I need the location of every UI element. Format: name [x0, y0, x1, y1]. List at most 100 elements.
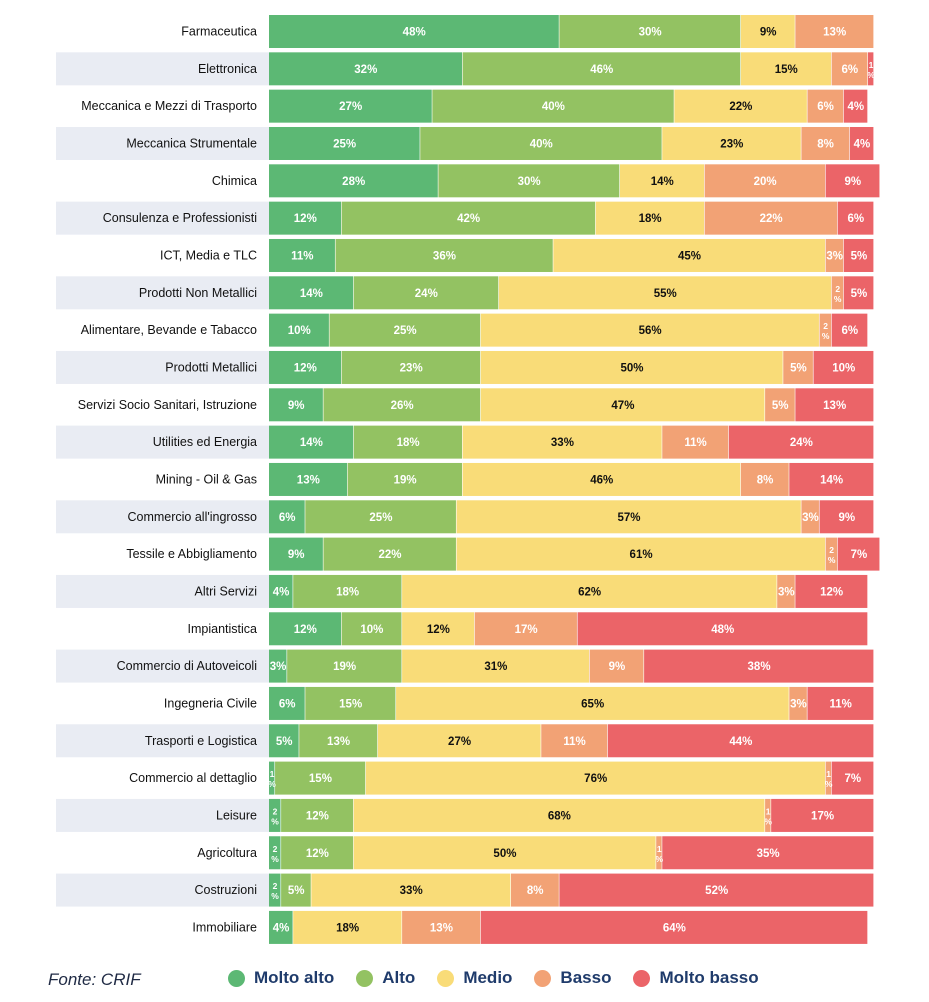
bar-segment: [402, 910, 481, 944]
data-label: 11%: [830, 698, 852, 710]
data-label: 2: [823, 321, 828, 331]
category-label: Commercio all'ingrosso: [127, 510, 257, 524]
legend-label: Alto: [382, 968, 416, 987]
bar-segment: [511, 873, 559, 907]
data-label: 7%: [851, 549, 868, 561]
row-band: [56, 798, 269, 832]
category-label: Meccanica e Mezzi di Trasporto: [81, 99, 257, 113]
data-label: 5%: [772, 400, 789, 412]
data-label: 12%: [306, 810, 329, 822]
data-label: 44%: [729, 736, 752, 748]
legend-dot-icon: [437, 969, 455, 987]
bar-segment: [269, 462, 348, 496]
bar-segment: [269, 425, 354, 459]
bar-segment: [275, 761, 366, 795]
data-label: 12%: [306, 848, 329, 860]
data-label: 10%: [288, 325, 311, 337]
data-label: 11%: [291, 250, 313, 262]
bar-segment: [353, 798, 765, 832]
bar-segment: [341, 612, 402, 646]
legend-label: Molto basso: [659, 968, 759, 987]
data-label: 3%: [778, 586, 795, 598]
bar-segment: [474, 612, 577, 646]
category-label: Trasporti e Logistica: [145, 734, 257, 748]
data-label: 48%: [711, 624, 734, 636]
bar-segment: [269, 89, 432, 123]
data-label-unit: %: [825, 779, 833, 789]
bar-segment: [456, 500, 801, 534]
bar-segment: [269, 686, 305, 720]
legend-dot-icon: [534, 969, 552, 987]
data-label: 12%: [294, 362, 317, 374]
bar-segment: [353, 276, 499, 310]
bar-segment: [323, 537, 456, 571]
category-label: Commercio al dettaglio: [129, 771, 257, 785]
data-label: 42%: [457, 213, 480, 225]
data-label: 1: [657, 844, 662, 854]
category-label: Immobiliare: [192, 920, 257, 934]
bar-segment: [662, 425, 729, 459]
bar-segment: [843, 238, 874, 272]
bar-segment: [831, 313, 868, 347]
bar-segment: [704, 164, 825, 198]
bar-segment: [740, 15, 795, 48]
bar-segment: [269, 910, 293, 944]
bar-segment: [269, 15, 559, 48]
bar-segment: [819, 313, 832, 347]
bar-segment: [269, 276, 354, 310]
data-label: 23%: [720, 138, 743, 150]
bar-segment: [293, 574, 402, 608]
category-label: Farmaceutica: [181, 25, 257, 39]
data-label: 17%: [811, 810, 834, 822]
bar-segment: [819, 500, 874, 534]
data-label: 24%: [790, 437, 813, 449]
category-label: Costruzioni: [194, 883, 257, 897]
data-label: 45%: [678, 250, 701, 262]
data-label: 18%: [336, 586, 359, 598]
bar-segment: [783, 350, 813, 384]
data-label: 55%: [654, 288, 677, 300]
bar-segment: [559, 15, 741, 48]
category-label: Mining - Oil & Gas: [156, 472, 257, 486]
bar-segment: [305, 686, 396, 720]
bar-segment: [365, 761, 825, 795]
data-label: 26%: [391, 400, 414, 412]
bar-segment: [269, 612, 341, 646]
bar-segment: [765, 798, 771, 832]
data-label: 50%: [493, 848, 516, 860]
bar-segment: [825, 164, 880, 198]
bar-segment: [269, 649, 287, 683]
bar-segment: [269, 126, 420, 160]
bar-segment: [335, 238, 553, 272]
data-label: 2: [273, 844, 278, 854]
bar-segment: [789, 462, 874, 496]
data-label: 30%: [639, 27, 662, 39]
data-label: 25%: [394, 325, 417, 337]
bar-segment: [269, 724, 299, 758]
bar-segment: [329, 313, 481, 347]
data-label: 32%: [354, 64, 377, 76]
bar-segment: [644, 649, 874, 683]
bar-segment: [269, 761, 275, 795]
data-label: 9%: [838, 512, 855, 524]
bar-segment: [704, 201, 838, 235]
data-label: 12%: [427, 624, 450, 636]
data-label: 62%: [578, 586, 601, 598]
category-label: Consulenza e Professionisti: [103, 211, 257, 225]
category-label: Leisure: [216, 808, 257, 822]
bar-segment: [843, 89, 868, 123]
data-label: 9%: [609, 661, 626, 673]
data-label: 6%: [279, 512, 296, 524]
data-label: 18%: [397, 437, 420, 449]
legend-label: Basso: [560, 968, 612, 987]
category-label: Prodotti Non Metallici: [139, 286, 257, 300]
data-label: 10%: [360, 624, 383, 636]
bar-segment: [801, 500, 819, 534]
data-label: 12%: [294, 624, 317, 636]
data-label: 2: [835, 284, 840, 294]
data-label: 65%: [581, 698, 604, 710]
bar-segment: [402, 574, 777, 608]
bar-segment: [837, 537, 880, 571]
data-label-unit: %: [764, 816, 772, 826]
bar-segment: [269, 313, 329, 347]
